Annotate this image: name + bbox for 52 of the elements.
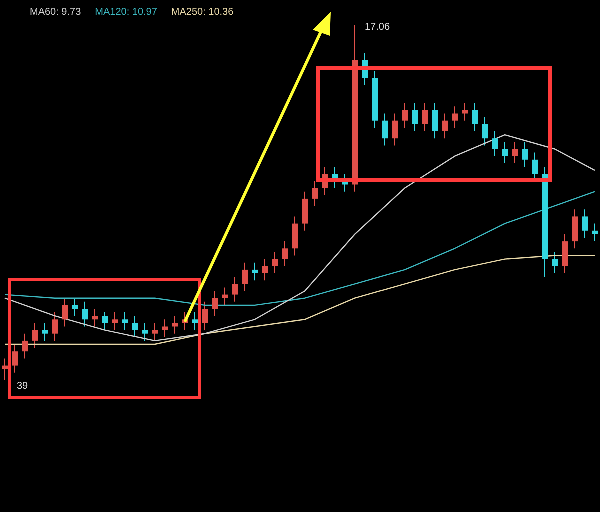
candlestick bbox=[462, 102, 468, 122]
candlestick bbox=[162, 319, 168, 338]
candlestick bbox=[272, 252, 278, 274]
candlestick bbox=[392, 113, 398, 146]
text: MA250: 10.36 bbox=[171, 6, 234, 18]
candlestick bbox=[412, 102, 418, 132]
candlestick bbox=[82, 301, 88, 328]
candlestick bbox=[592, 223, 598, 242]
text: MA60: 9.73 bbox=[30, 6, 82, 18]
candlestick bbox=[262, 258, 268, 282]
candlestick bbox=[282, 241, 288, 267]
candlestick bbox=[122, 312, 128, 331]
candlestick bbox=[142, 322, 148, 342]
candlestick bbox=[12, 344, 18, 374]
candlestick bbox=[522, 142, 528, 168]
candlestick bbox=[192, 312, 198, 331]
candlestick bbox=[152, 322, 158, 342]
candlestick bbox=[432, 102, 438, 140]
candlestick bbox=[382, 113, 388, 146]
candlestick bbox=[2, 358, 8, 380]
candlestick bbox=[222, 287, 228, 306]
candlestick bbox=[32, 322, 38, 349]
text: MA120: 10.97 bbox=[95, 6, 158, 18]
candlestick bbox=[552, 252, 558, 274]
candlestick bbox=[112, 312, 118, 331]
candlestick bbox=[512, 142, 518, 164]
candlestick bbox=[492, 131, 498, 157]
text: 39 bbox=[17, 380, 29, 392]
candlestick bbox=[582, 209, 588, 238]
candlestick bbox=[22, 333, 28, 360]
candlestick bbox=[102, 312, 108, 331]
candlestick bbox=[212, 290, 218, 317]
candlestick bbox=[422, 102, 428, 132]
candlestick bbox=[312, 180, 318, 207]
candlestick bbox=[452, 106, 458, 128]
candlestick bbox=[252, 262, 258, 282]
candlestick bbox=[52, 312, 58, 342]
candlestick bbox=[472, 102, 478, 132]
candlestick bbox=[402, 102, 408, 128]
candlestick bbox=[132, 316, 138, 338]
annotation: 17.06 bbox=[365, 22, 390, 33]
candlestick bbox=[62, 298, 68, 328]
candlestick bbox=[92, 308, 98, 328]
candlestick bbox=[232, 276, 238, 302]
candlestick bbox=[202, 301, 208, 331]
candlestick bbox=[42, 322, 48, 342]
candlestick bbox=[502, 142, 508, 164]
candlestick bbox=[442, 113, 448, 140]
candlestick bbox=[242, 262, 248, 292]
candlestick bbox=[482, 116, 488, 146]
candlestick bbox=[172, 316, 178, 334]
candlestick bbox=[72, 298, 78, 317]
